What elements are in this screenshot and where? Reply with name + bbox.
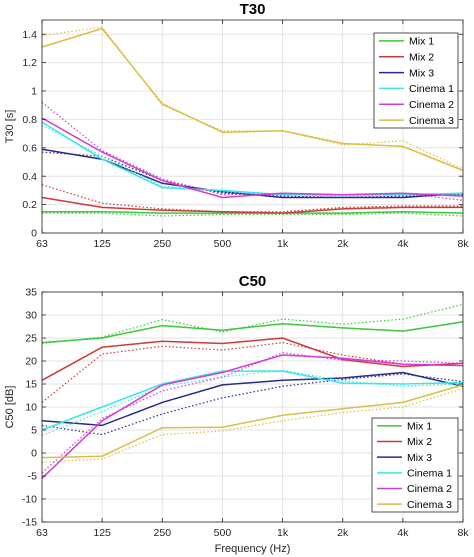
x-tick-label: 500: [214, 527, 232, 539]
y-tick-label: 0.4: [22, 171, 37, 183]
series-line: [41, 384, 464, 459]
x-tick-label: 4k: [397, 527, 409, 539]
y-tick-label: 1.2: [22, 57, 37, 69]
c50-chart: C50 C50 [dB] Frequency (Hz) -15 -10 -5 0 5 10…: [4, 273, 469, 555]
chart-title: C50: [239, 273, 267, 290]
series-line-dotted: [41, 151, 464, 199]
series-line-dotted: [41, 352, 464, 474]
series-line-dotted: [41, 369, 464, 437]
legend-entry: Cinema 3: [409, 115, 454, 127]
x-tick-label: 125: [93, 238, 111, 250]
legend-entry: Mix 1: [407, 421, 432, 433]
x-tick-label: 500: [214, 238, 232, 250]
y-tick-label: 20: [25, 356, 37, 368]
legend-entry: Mix 2: [407, 436, 432, 448]
series-line: [41, 337, 464, 381]
x-tick-label: 4k: [397, 238, 409, 250]
y-axis-label: C50 [dB]: [4, 386, 16, 429]
x-tick-label: 63: [36, 527, 48, 539]
series-line: [41, 196, 463, 214]
legend-entry: Mix 3: [409, 67, 434, 79]
legend-box: [371, 417, 459, 513]
y-tick-label: 5: [31, 425, 37, 437]
legend-entry: Cinema 3: [407, 499, 452, 511]
x-tick-label: 2k: [337, 238, 349, 250]
series-line: [41, 354, 464, 479]
series-line: [41, 27, 464, 172]
y-tick-label: 25: [25, 333, 37, 345]
y-tick-label: 0.2: [22, 199, 37, 211]
x-tick-label: 125: [93, 527, 111, 539]
y-tick-label: 35: [25, 287, 37, 299]
series-line: [41, 370, 464, 431]
x-tick-label: 250: [154, 238, 172, 250]
y-tick-label: -10: [22, 494, 37, 506]
y-axis-label: T30 [s]: [4, 110, 16, 144]
x-tick-label: 1k: [277, 238, 289, 250]
x-axis-label: Frequency (Hz): [215, 543, 291, 555]
y-tick-label: 0: [31, 228, 37, 240]
series-line-dotted: [41, 373, 464, 436]
legend: Mix 1 Mix 2 Mix 3 Cinema 1 Cinema 2 Cinema 3: [371, 417, 459, 513]
legend-entry: Cinema 2: [407, 483, 452, 495]
y-tick-label: -5: [28, 471, 37, 483]
legend-entry: Mix 1: [409, 36, 434, 48]
y-tick-label: 0.8: [22, 114, 37, 126]
series-line-dotted: [41, 388, 464, 463]
x-tick-label: 63: [36, 238, 48, 250]
legend-entry: Mix 2: [409, 51, 434, 63]
legend-entry: Mix 3: [407, 452, 432, 464]
x-tick-label: 8k: [457, 527, 469, 539]
y-tick-label: 0.6: [22, 142, 37, 154]
series-line: [41, 371, 464, 427]
x-tick-label: 8k: [457, 238, 469, 250]
series-line: [41, 121, 464, 196]
legend-entry: Cinema 1: [407, 468, 452, 480]
x-tick-label: 2k: [337, 527, 349, 539]
y-tick-label: 15: [25, 379, 37, 391]
y-tick-label: 1: [31, 86, 37, 98]
y-tick-label: 10: [25, 402, 37, 414]
y-tick-label: -15: [22, 517, 37, 529]
chart-title: T30: [240, 1, 266, 18]
series-line-dotted: [41, 124, 463, 197]
series-line-dotted: [41, 303, 464, 345]
series-line: [41, 321, 464, 344]
x-tick-label: 250: [154, 527, 172, 539]
series-line-dotted: [41, 26, 464, 170]
t30-chart: T30 T30 [s] 0 0.2 0.4 0.6 0.8 1 1.2 1.4 63 125 250…: [4, 1, 469, 250]
y-tick-label: 1.4: [22, 29, 37, 41]
axes-box: [41, 19, 464, 234]
legend-box: [373, 32, 459, 129]
x-tick-label: 1k: [277, 527, 289, 539]
y-tick-label: 0: [31, 448, 37, 460]
series-line: [41, 117, 464, 199]
legend-entry: Cinema 2: [409, 99, 454, 111]
legend: Mix 1 Mix 2 Mix 3 Cinema 1 Cinema 2 Cinema 3: [373, 32, 459, 129]
y-tick-label: 30: [25, 310, 37, 322]
legend-entry: Cinema 1: [409, 83, 454, 95]
